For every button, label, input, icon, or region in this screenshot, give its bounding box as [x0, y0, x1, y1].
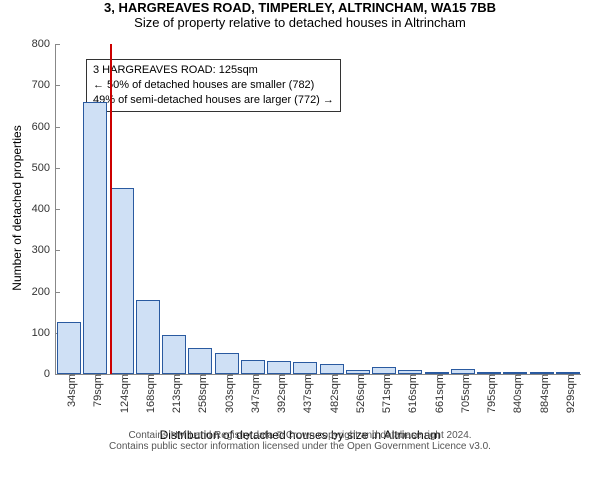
x-tick-mark	[200, 374, 201, 378]
x-tick-mark	[489, 374, 490, 378]
y-axis-label: Number of detached properties	[10, 108, 24, 308]
histogram-bar	[293, 362, 317, 374]
y-tick-label: 500	[32, 162, 56, 174]
x-tick-mark	[122, 374, 123, 378]
x-tick-mark	[384, 374, 385, 378]
x-tick-mark	[305, 374, 306, 378]
x-tick-label: 124sqm	[113, 374, 131, 413]
footer: Contains HM Land Registry data © Crown c…	[0, 430, 600, 452]
x-tick-label: 795sqm	[480, 374, 498, 413]
x-tick-label: 303sqm	[218, 374, 236, 413]
x-tick-label: 929sqm	[559, 374, 577, 413]
histogram-bar	[267, 361, 291, 374]
page-subtitle: Size of property relative to detached ho…	[0, 15, 600, 30]
x-tick-mark	[542, 374, 543, 378]
footer-line: Contains HM Land Registry data © Crown c…	[0, 430, 600, 441]
y-tick-label: 700	[32, 79, 56, 91]
footer-line: Contains public sector information licen…	[0, 441, 600, 452]
x-tick-mark	[515, 374, 516, 378]
annotation-line: ← 50% of detached houses are smaller (78…	[93, 78, 334, 93]
y-tick-label: 200	[32, 286, 56, 298]
x-tick-label: 661sqm	[428, 374, 446, 413]
x-tick-label: 347sqm	[244, 374, 262, 413]
histogram-bar	[241, 360, 265, 374]
histogram-bar	[110, 188, 134, 374]
x-tick-mark	[463, 374, 464, 378]
reference-line	[110, 44, 112, 374]
annotation-line: 49% of semi-detached houses are larger (…	[93, 93, 334, 108]
chart-container: Number of detached properties 3 HARGREAV…	[0, 34, 600, 464]
x-tick-label: 482sqm	[323, 374, 341, 413]
page-title: 3, HARGREAVES ROAD, TIMPERLEY, ALTRINCHA…	[0, 0, 600, 15]
annotation-line: 3 HARGREAVES ROAD: 125sqm	[93, 63, 334, 78]
x-tick-label: 168sqm	[139, 374, 157, 413]
x-tick-mark	[568, 374, 569, 378]
histogram-bar	[162, 335, 186, 374]
plot-area: 3 HARGREAVES ROAD: 125sqm ← 50% of detac…	[55, 44, 581, 375]
histogram-bar	[215, 353, 239, 374]
y-tick-label: 0	[44, 368, 56, 380]
y-tick-label: 300	[32, 244, 56, 256]
histogram-bar	[372, 367, 396, 374]
x-tick-mark	[69, 374, 70, 378]
x-tick-label: 392sqm	[270, 374, 288, 413]
x-tick-label: 616sqm	[401, 374, 419, 413]
histogram-bar	[320, 364, 344, 374]
histogram-bar	[57, 322, 81, 374]
annotation-box: 3 HARGREAVES ROAD: 125sqm ← 50% of detac…	[86, 59, 341, 112]
x-tick-label: 34sqm	[60, 374, 78, 407]
x-tick-label: 213sqm	[165, 374, 183, 413]
x-tick-label: 79sqm	[86, 374, 104, 407]
x-tick-mark	[410, 374, 411, 378]
x-tick-label: 526sqm	[349, 374, 367, 413]
histogram-bar	[188, 348, 212, 374]
x-tick-label: 884sqm	[533, 374, 551, 413]
x-tick-label: 705sqm	[454, 374, 472, 413]
x-tick-label: 437sqm	[296, 374, 314, 413]
histogram-bar	[136, 300, 160, 374]
x-tick-label: 840sqm	[506, 374, 524, 413]
y-tick-label: 800	[32, 38, 56, 50]
x-tick-label: 258sqm	[191, 374, 209, 413]
x-tick-mark	[253, 374, 254, 378]
x-tick-label: 571sqm	[375, 374, 393, 413]
x-tick-mark	[437, 374, 438, 378]
x-tick-mark	[148, 374, 149, 378]
y-tick-label: 100	[32, 327, 56, 339]
y-tick-label: 400	[32, 203, 56, 215]
y-tick-label: 600	[32, 121, 56, 133]
histogram-bar	[83, 102, 107, 374]
x-tick-mark	[358, 374, 359, 378]
x-tick-mark	[227, 374, 228, 378]
x-tick-mark	[95, 374, 96, 378]
x-tick-mark	[174, 374, 175, 378]
x-tick-mark	[332, 374, 333, 378]
x-tick-mark	[279, 374, 280, 378]
